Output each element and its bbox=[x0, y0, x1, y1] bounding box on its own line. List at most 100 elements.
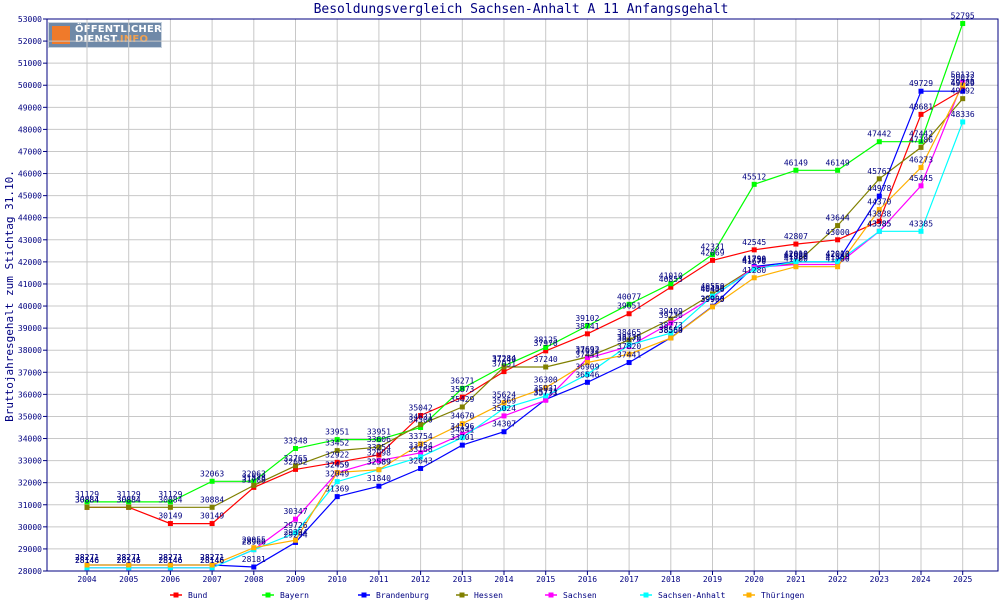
y-tick-label: 42000 bbox=[18, 258, 42, 267]
y-axis-label: Bruttojahresgehalt zum Stichtag 31.10. bbox=[3, 170, 16, 422]
data-label: 37820 bbox=[617, 342, 641, 351]
data-label: 34631 bbox=[409, 413, 433, 422]
data-point bbox=[334, 479, 340, 485]
data-point bbox=[376, 458, 382, 464]
data-point bbox=[751, 275, 757, 281]
data-label: 35429 bbox=[450, 395, 474, 404]
data-label: 42545 bbox=[742, 238, 766, 247]
data-point bbox=[209, 521, 215, 527]
data-point bbox=[293, 463, 298, 469]
data-label: 40550 bbox=[700, 282, 724, 291]
data-point bbox=[751, 181, 757, 187]
y-tick-label: 31000 bbox=[18, 501, 42, 510]
data-label: 28146 bbox=[200, 556, 224, 565]
data-label: 41880 bbox=[784, 253, 808, 262]
data-label: 30149 bbox=[200, 512, 224, 521]
y-tick-label: 40000 bbox=[18, 302, 42, 311]
data-label: 37031 bbox=[492, 360, 516, 369]
data-point bbox=[710, 304, 715, 310]
data-label: 32459 bbox=[325, 461, 349, 470]
data-point bbox=[459, 385, 465, 391]
data-label: 28146 bbox=[158, 556, 182, 565]
data-point bbox=[543, 348, 549, 354]
data-label: 42000 bbox=[784, 250, 808, 259]
data-point bbox=[209, 504, 215, 510]
x-tick-label: 2018 bbox=[661, 575, 680, 584]
data-point bbox=[543, 385, 549, 391]
legend-label: Bund bbox=[188, 591, 207, 600]
data-label: 34670 bbox=[450, 412, 474, 421]
data-label: 31840 bbox=[367, 474, 391, 483]
data-point bbox=[710, 252, 715, 258]
data-label: 37240 bbox=[492, 355, 516, 364]
data-label: 47186 bbox=[909, 135, 933, 144]
data-point bbox=[251, 564, 257, 570]
data-point bbox=[293, 537, 298, 543]
data-label: 43385 bbox=[909, 219, 933, 228]
data-label: 32643 bbox=[409, 456, 433, 465]
data-label: 43385 bbox=[867, 219, 891, 228]
data-point bbox=[918, 183, 924, 189]
data-point bbox=[960, 82, 966, 88]
data-label: 33701 bbox=[450, 433, 474, 442]
data-point bbox=[376, 467, 382, 473]
x-tick-label: 2009 bbox=[286, 575, 305, 584]
data-point bbox=[543, 364, 549, 370]
data-point bbox=[710, 293, 715, 299]
y-tick-label: 30000 bbox=[18, 523, 42, 532]
x-tick-label: 2006 bbox=[161, 575, 180, 584]
data-label: 40400 bbox=[700, 285, 724, 294]
data-point bbox=[668, 335, 674, 341]
data-label: 45762 bbox=[867, 167, 891, 176]
data-label: 42010 bbox=[826, 250, 850, 259]
data-label: 32602 bbox=[283, 457, 307, 466]
data-point bbox=[501, 369, 507, 375]
data-point bbox=[459, 394, 465, 400]
data-point bbox=[293, 516, 298, 522]
x-tick-label: 2022 bbox=[828, 575, 847, 584]
x-tick-label: 2012 bbox=[411, 575, 430, 584]
data-point bbox=[835, 264, 841, 270]
data-label: 35873 bbox=[450, 385, 474, 394]
legend-marker bbox=[361, 592, 367, 598]
data-label: 35369 bbox=[492, 396, 516, 405]
data-label: 41750 bbox=[742, 255, 766, 264]
data-label: 32922 bbox=[325, 450, 349, 459]
data-label: 33606 bbox=[367, 435, 391, 444]
data-label: 38741 bbox=[575, 322, 599, 331]
data-label: 47442 bbox=[867, 130, 891, 139]
data-label: 28966 bbox=[242, 538, 266, 547]
data-point bbox=[918, 111, 924, 117]
data-point bbox=[251, 545, 257, 551]
data-label: 31129 bbox=[117, 490, 141, 499]
data-point bbox=[501, 429, 507, 435]
data-label: 41920 bbox=[784, 252, 808, 261]
data-point bbox=[584, 379, 590, 385]
x-tick-label: 2014 bbox=[494, 575, 513, 584]
data-point bbox=[876, 228, 882, 234]
data-point bbox=[584, 331, 590, 337]
data-label: 33168 bbox=[409, 445, 433, 454]
data-label: 32049 bbox=[325, 470, 349, 479]
data-label: 38125 bbox=[534, 335, 558, 344]
data-point bbox=[710, 257, 715, 263]
data-point bbox=[501, 364, 507, 370]
legend: Bund Bayern Brandenburg Hessen Sachsen Sachse… bbox=[170, 591, 805, 600]
data-label: 45512 bbox=[742, 172, 766, 181]
data-label: 30884 bbox=[117, 495, 141, 504]
data-point bbox=[835, 223, 841, 229]
data-label: 49729 bbox=[951, 79, 975, 88]
y-tick-label: 39000 bbox=[18, 324, 42, 333]
axes: 28000 29000 30000 31000 32000 33000 34000 35000… bbox=[18, 15, 999, 584]
data-point bbox=[334, 494, 340, 500]
logo-line-2a: DIENST bbox=[75, 34, 116, 45]
y-tick-label: 44000 bbox=[18, 214, 42, 223]
data-label: 43385 bbox=[867, 219, 891, 228]
data-label: 44370 bbox=[867, 198, 891, 207]
data-point bbox=[418, 465, 424, 471]
data-label: 34196 bbox=[450, 422, 474, 431]
data-label: 31788 bbox=[242, 475, 266, 484]
data-label: 28146 bbox=[75, 556, 99, 565]
data-label: 42331 bbox=[700, 243, 724, 252]
data-label: 40450 bbox=[700, 284, 724, 293]
